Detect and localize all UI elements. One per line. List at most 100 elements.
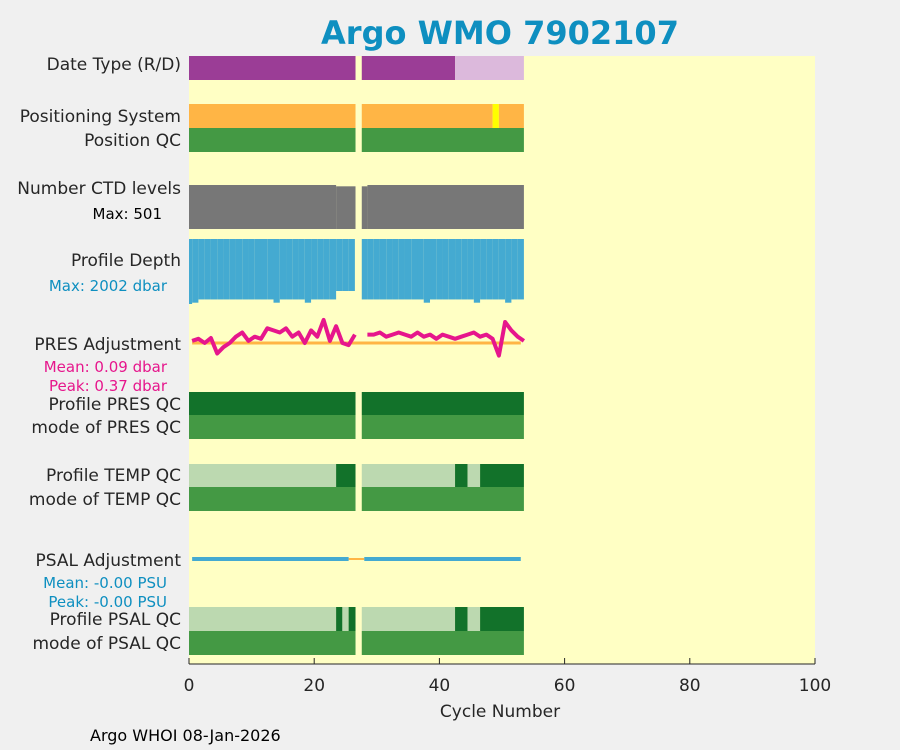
footer-credit: Argo WHOI 08-Jan-2026 bbox=[90, 726, 281, 745]
row-sub-ctd: Max: 501 bbox=[93, 205, 162, 223]
bar-temp_mode-0 bbox=[189, 487, 356, 511]
row-label-date_type: Date Type (R/D) bbox=[47, 55, 181, 75]
row-sub-depth: Max: 2002 dbar bbox=[49, 277, 168, 295]
depth-bar-36 bbox=[411, 239, 418, 300]
row-label-psal_qc: Profile PSAL QC bbox=[50, 610, 181, 630]
row-label-pos_qc: Position QC bbox=[84, 131, 181, 151]
bar-psal_qc-2 bbox=[342, 607, 349, 631]
bar-pres_mode-0 bbox=[189, 415, 356, 439]
bar-temp_qc-1 bbox=[336, 464, 356, 487]
pres-adjustment-line bbox=[191, 317, 526, 358]
depth-bar-44 bbox=[461, 239, 468, 300]
depth-bar-19 bbox=[304, 239, 312, 303]
depth-bar-41 bbox=[442, 239, 449, 300]
bar-pos_system-3 bbox=[498, 104, 524, 128]
row-label-depth: Profile Depth bbox=[71, 251, 181, 271]
row-sub-psal_adj: Mean: -0.00 PSU bbox=[43, 574, 167, 592]
bar-psal_qc-5 bbox=[455, 607, 468, 631]
bar-pos_system-0 bbox=[189, 104, 356, 128]
row-label-pres_adj: PRES Adjustment bbox=[34, 335, 181, 355]
bar-pres_qc-1 bbox=[361, 392, 524, 415]
bar-temp_qc-5 bbox=[480, 464, 524, 487]
depth-bar-29 bbox=[367, 239, 374, 300]
bar-pos_system-1 bbox=[361, 104, 493, 128]
depth-bar-31 bbox=[379, 239, 387, 300]
depth-bar-10 bbox=[248, 239, 255, 300]
ctd-bar-1 bbox=[336, 186, 356, 229]
x-tick-label-20: 20 bbox=[303, 676, 325, 696]
bar-pos_qc-1 bbox=[361, 128, 524, 152]
depth-bar-49 bbox=[492, 239, 499, 300]
bar-pos_qc-0 bbox=[189, 128, 356, 152]
depth-bar-12 bbox=[260, 239, 268, 300]
depth-bar-8 bbox=[235, 239, 243, 300]
depth-bar-16 bbox=[286, 239, 293, 300]
depth-bar-30 bbox=[373, 239, 380, 300]
bar-psal_qc-3 bbox=[348, 607, 356, 631]
depth-bar-1 bbox=[192, 239, 199, 303]
row-label-pos_system: Positioning System bbox=[20, 107, 181, 127]
row-sub2-pres_adj: Peak: 0.37 dbar bbox=[49, 377, 168, 395]
bar-temp_qc-3 bbox=[455, 464, 468, 487]
depth-bar-20 bbox=[311, 239, 318, 300]
depth-bar-15 bbox=[279, 239, 287, 300]
depth-bar-9 bbox=[242, 239, 249, 300]
depth-bar-25 bbox=[342, 239, 349, 291]
row-sub2-psal_adj: Peak: -0.00 PSU bbox=[48, 593, 167, 611]
row-label-pres_qc: Profile PRES QC bbox=[48, 395, 181, 415]
plot-area bbox=[189, 56, 815, 664]
depth-bar-3 bbox=[204, 239, 211, 300]
depth-bar-42 bbox=[448, 239, 456, 300]
depth-bar-21 bbox=[317, 239, 324, 300]
ctd-bar-2 bbox=[361, 186, 368, 229]
depth-bar-52 bbox=[511, 239, 518, 300]
row-label-ctd: Number CTD levels bbox=[17, 179, 181, 199]
bar-pos_system-2 bbox=[492, 104, 499, 128]
bar-psal_qc-1 bbox=[336, 607, 343, 631]
bar-psal_mode-0 bbox=[189, 631, 356, 655]
depth-bar-34 bbox=[398, 239, 405, 300]
row-label-pres_mode: mode of PRES QC bbox=[31, 418, 181, 438]
ctd-bar-3 bbox=[367, 185, 524, 229]
chart-title: Argo WMO 7902107 bbox=[321, 14, 679, 52]
row-label-psal_mode: mode of PSAL QC bbox=[32, 634, 181, 654]
depth-bar-45 bbox=[467, 239, 474, 300]
depth-bar-0 bbox=[189, 239, 193, 304]
depth-bar-47 bbox=[480, 239, 487, 300]
depth-bar-22 bbox=[323, 239, 330, 300]
depth-bar-14 bbox=[273, 239, 280, 303]
x-tick-label-100: 100 bbox=[799, 676, 831, 696]
bar-date_type-0 bbox=[189, 56, 356, 80]
bar-temp_qc-2 bbox=[361, 464, 456, 487]
depth-bar-39 bbox=[430, 239, 437, 300]
row-sub-pres_adj: Mean: 0.09 dbar bbox=[44, 358, 168, 376]
ctd-bar-0 bbox=[189, 185, 337, 229]
bar-temp_qc-4 bbox=[467, 464, 481, 487]
depth-bar-11 bbox=[254, 239, 261, 300]
depth-bar-28 bbox=[361, 239, 368, 300]
depth-bar-40 bbox=[436, 239, 443, 300]
depth-bar-13 bbox=[267, 239, 274, 300]
bar-temp_mode-1 bbox=[361, 487, 524, 511]
depth-bar-23 bbox=[329, 239, 337, 300]
x-tick-label-40: 40 bbox=[429, 676, 451, 696]
bar-pres_mode-1 bbox=[361, 415, 524, 439]
x-tick-label-80: 80 bbox=[679, 676, 701, 696]
depth-bar-17 bbox=[292, 239, 299, 300]
depth-bar-48 bbox=[486, 239, 493, 300]
depth-bar-5 bbox=[217, 239, 224, 300]
x-tick-label-60: 60 bbox=[554, 676, 576, 696]
depth-bar-6 bbox=[223, 239, 230, 300]
depth-bar-50 bbox=[498, 239, 506, 300]
bar-pres_qc-0 bbox=[189, 392, 356, 415]
depth-bar-46 bbox=[473, 239, 481, 303]
depth-bar-7 bbox=[229, 239, 236, 300]
bar-psal_qc-4 bbox=[361, 607, 456, 631]
depth-bar-24 bbox=[336, 239, 343, 291]
depth-bar-32 bbox=[386, 239, 393, 300]
bar-temp_qc-0 bbox=[189, 464, 337, 487]
bar-psal_mode-1 bbox=[361, 631, 524, 655]
depth-bar-43 bbox=[455, 239, 462, 300]
row-label-temp_qc: Profile TEMP QC bbox=[46, 466, 181, 486]
